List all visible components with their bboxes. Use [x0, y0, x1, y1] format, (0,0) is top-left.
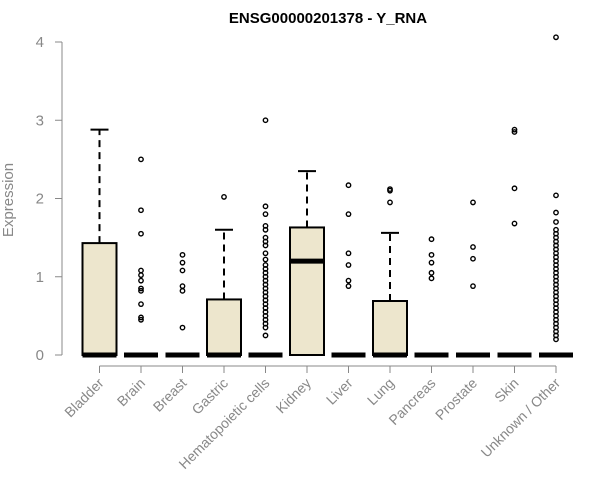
- outlier-point: [138, 272, 144, 279]
- outlier-point: [138, 301, 144, 308]
- outlier-point: [138, 230, 144, 237]
- outlier-point: [262, 256, 269, 263]
- box-group: [456, 199, 490, 358]
- outlier-point: [511, 185, 518, 192]
- outlier-point: [179, 287, 186, 294]
- y-tick-label: 4: [36, 34, 44, 51]
- y-tick-label: 0: [36, 347, 44, 364]
- outlier-point: [262, 242, 269, 249]
- y-axis-label: Expression: [0, 163, 17, 237]
- box-group: [206, 194, 242, 358]
- outlier-point: [345, 277, 352, 284]
- x-tick-label: Kidney: [273, 375, 315, 417]
- outlier-point: [138, 316, 144, 323]
- outlier-point: [179, 324, 186, 331]
- outlier-point: [553, 336, 559, 343]
- outlier-point: [179, 283, 186, 290]
- outlier-point: [179, 267, 186, 274]
- outlier-point: [345, 211, 352, 218]
- box-group: [539, 34, 573, 358]
- outlier-point: [553, 219, 559, 225]
- box-group: [124, 156, 158, 358]
- y-tick-label: 2: [36, 191, 44, 208]
- box-rect: [372, 300, 408, 357]
- box-group: [331, 182, 366, 358]
- outlier-point: [428, 259, 435, 266]
- y-tick-label: 1: [36, 269, 44, 286]
- x-tick-label: Liver: [323, 375, 356, 408]
- outlier-point: [387, 187, 393, 194]
- outlier-point: [470, 255, 476, 262]
- outlier-point: [138, 285, 144, 292]
- box-group: [372, 186, 408, 358]
- x-tick-label: Breast: [150, 375, 190, 415]
- x-tick-label: Bladder: [61, 375, 107, 421]
- outlier-point: [511, 126, 518, 133]
- outlier-point: [345, 283, 352, 290]
- box-group: [81, 128, 118, 358]
- outlier-point: [428, 251, 435, 258]
- outlier-point: [470, 199, 476, 206]
- outlier-point: [138, 314, 144, 321]
- y-axis: 0 1 2 3 4: [36, 34, 63, 364]
- box-rect: [289, 226, 325, 356]
- outlier-point: [262, 250, 269, 257]
- outlier-point: [262, 117, 269, 124]
- box-group: [414, 236, 449, 358]
- x-tick-label: Skin: [491, 375, 522, 406]
- chart-title: ENSG00000201378 - Y_RNA: [229, 10, 427, 27]
- outlier-point: [511, 220, 518, 227]
- outlier-point: [138, 287, 144, 294]
- outlier-point: [138, 277, 144, 284]
- box-group: [248, 117, 283, 358]
- outlier-point: [428, 236, 435, 243]
- outlier-point: [428, 275, 435, 282]
- outlier-point: [345, 262, 352, 268]
- outlier-point: [179, 259, 186, 266]
- outlier-point: [387, 199, 393, 206]
- box-rect: [206, 298, 242, 357]
- outlier-point: [138, 207, 144, 214]
- outlier-point: [262, 203, 269, 210]
- box-group: [497, 126, 532, 358]
- outlier-point: [221, 194, 227, 200]
- outlier-point: [262, 211, 269, 218]
- outlier-point: [470, 283, 476, 290]
- boxes-layer: [81, 34, 573, 358]
- outlier-point: [262, 332, 269, 339]
- y-tick-label: 3: [36, 112, 44, 129]
- outlier-point: [138, 156, 144, 163]
- outlier-point: [179, 251, 186, 258]
- x-tick-label: Lung: [364, 375, 397, 408]
- outlier-point: [345, 182, 352, 189]
- box-group: [289, 170, 325, 356]
- outlier-point: [553, 34, 559, 41]
- x-tick-label: Unknown / Other: [478, 375, 564, 461]
- outlier-point: [262, 226, 269, 233]
- outlier-point: [511, 129, 518, 135]
- x-tick-label: Brain: [114, 375, 148, 409]
- outlier-point: [345, 250, 352, 257]
- box-rect: [81, 242, 118, 356]
- x-tick-label: Prostate: [432, 375, 480, 423]
- outlier-point: [553, 209, 559, 216]
- outlier-point: [262, 324, 269, 331]
- outlier-point: [470, 244, 476, 250]
- outlier-point: [553, 192, 559, 199]
- outlier-point: [428, 269, 435, 276]
- box-group: [165, 251, 200, 358]
- outlier-point: [138, 267, 144, 274]
